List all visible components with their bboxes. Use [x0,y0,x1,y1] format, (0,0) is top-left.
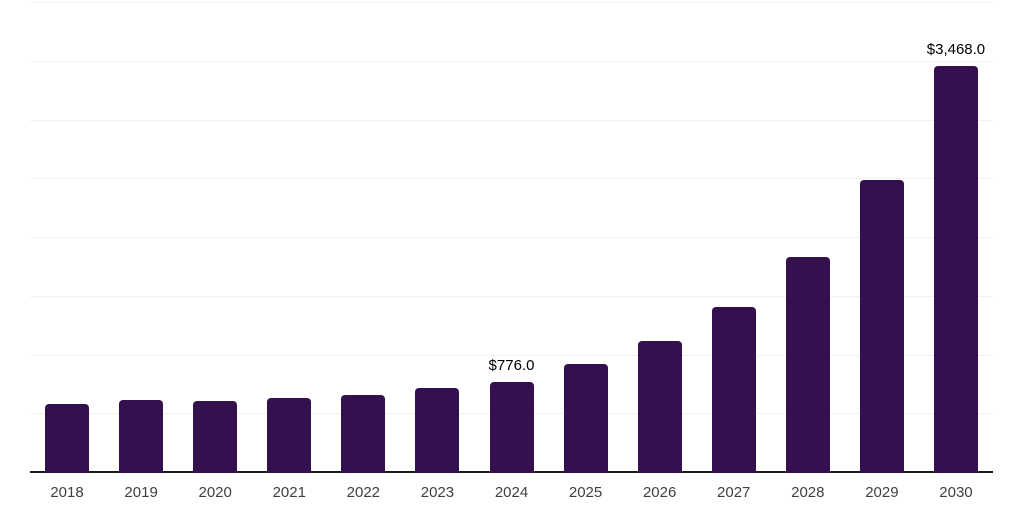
x-tick-label-2018: 2018 [50,484,84,501]
gridline [30,354,993,356]
bar-2030 [933,65,978,473]
gridline [30,119,993,121]
gridline [30,237,993,238]
x-tick-label-2019: 2019 [124,484,158,501]
gridline [30,178,993,180]
x-tick-label-2024: 2024 [494,484,529,501]
x-tick-label-2027: 2027 [717,484,751,501]
data-label-2024: $776.0 [488,356,535,374]
bar-2025 [563,363,608,473]
bar-2027 [711,307,756,473]
bar-2018 [45,403,90,473]
bar-2024 [489,381,534,473]
data-label-2030: $3,468.0 [926,40,986,58]
x-tick-label-2022: 2022 [346,484,381,501]
bar-2026 [637,341,682,473]
gridline [30,295,993,297]
bar-2028 [785,256,830,473]
x-tick-label-2029: 2029 [865,484,899,501]
gridline [30,60,993,62]
bar-2023 [415,388,460,473]
x-tick-label-2020: 2020 [198,484,232,501]
gridline [30,2,993,3]
bar-2029 [859,179,904,473]
x-tick-label-2028: 2028 [791,484,825,501]
x-tick-label-2026: 2026 [642,484,677,501]
x-tick-label-2025: 2025 [568,484,603,501]
bar-2020 [193,401,238,473]
x-tick-label-2030: 2030 [939,484,973,501]
bar-2019 [119,399,164,473]
x-tick-label-2021: 2021 [272,484,306,501]
bar-2021 [267,398,312,473]
x-tick-label-2023: 2023 [420,484,455,501]
bar-2022 [341,394,386,473]
